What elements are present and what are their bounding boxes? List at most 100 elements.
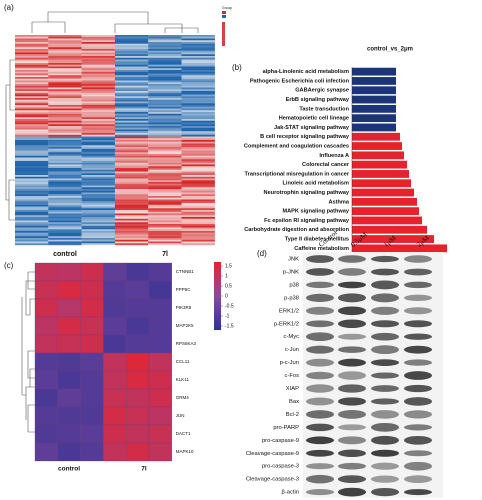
blot-band xyxy=(338,436,366,445)
blot-band xyxy=(306,489,334,496)
heatmap-cell xyxy=(114,50,149,53)
heatmap-cell xyxy=(15,173,49,176)
heatmap-cell xyxy=(114,84,149,86)
heatmap-cell xyxy=(181,91,215,93)
heatmap-cell xyxy=(114,131,149,134)
heatmap-cell xyxy=(81,147,115,149)
heatmap-cell xyxy=(81,229,115,232)
heatmap-cell xyxy=(114,141,149,144)
heatmap-cell xyxy=(81,231,115,233)
heatmap-cell xyxy=(181,182,215,184)
heatmap-cell xyxy=(181,129,215,132)
heatmap-cell xyxy=(181,85,215,88)
protein-label: Bax xyxy=(289,399,299,405)
blot-band xyxy=(371,372,399,379)
heatmap-cell xyxy=(126,370,150,390)
heatmap-cell xyxy=(15,84,49,86)
heatmap-cell xyxy=(114,115,149,118)
heatmap-cell xyxy=(181,40,215,43)
heatmap-cell xyxy=(181,211,215,214)
heatmap-cell xyxy=(148,36,182,39)
heatmap-cell xyxy=(48,194,82,197)
heatmap-cell xyxy=(48,68,82,71)
blot-band xyxy=(371,487,399,497)
heatmap-cell xyxy=(81,227,115,230)
gene-label: DACT1 xyxy=(176,431,191,436)
heatmap-cell xyxy=(181,190,215,193)
heatmap-cell xyxy=(81,133,115,135)
heatmap-cell xyxy=(114,40,149,43)
heatmap-cell xyxy=(81,140,115,142)
heatmap-cell xyxy=(48,38,82,41)
blot-band xyxy=(338,371,366,380)
blot-band xyxy=(404,281,432,289)
bar xyxy=(352,179,411,188)
heatmap-cell xyxy=(148,94,182,97)
gene-label: RPS6KA3 xyxy=(176,341,197,346)
heatmap-cell xyxy=(15,94,49,97)
heatmap-cell xyxy=(48,84,82,86)
heatmap-cell xyxy=(114,89,149,92)
heatmap-cell xyxy=(48,124,82,127)
heatmap-cell xyxy=(81,84,115,86)
heatmap-cell xyxy=(181,208,215,211)
heatmap-cell xyxy=(57,280,81,300)
heatmap-cell xyxy=(15,232,49,235)
heatmap-cell xyxy=(81,71,115,74)
heatmap-cell xyxy=(148,136,182,139)
heatmap-cell xyxy=(15,105,49,107)
heatmap-cell xyxy=(15,236,49,239)
heatmap-cell xyxy=(48,190,82,193)
heatmap-cell xyxy=(81,162,115,165)
heatmap-cell xyxy=(15,112,49,114)
tick-label: -1 xyxy=(225,313,230,319)
heatmap-cell xyxy=(148,334,172,354)
heatmap-cell xyxy=(81,196,115,198)
heatmap-cell xyxy=(15,213,49,216)
heatmap-cell xyxy=(148,183,182,186)
heatmap-cell xyxy=(48,64,82,67)
heatmap-cell xyxy=(15,87,49,90)
heatmap-cell xyxy=(181,168,215,170)
heatmap-cell xyxy=(34,298,58,318)
heatmap-cell xyxy=(48,161,82,163)
heatmap-cell xyxy=(81,91,115,93)
heatmap-cell xyxy=(48,201,82,204)
heatmap-cell xyxy=(181,108,215,111)
heatmap-cell xyxy=(114,147,149,149)
heatmap-cell xyxy=(181,126,215,128)
heatmap-cell xyxy=(81,115,115,118)
heatmap-cell xyxy=(15,143,49,146)
heatmap-cell xyxy=(114,49,149,51)
heatmap-cell xyxy=(81,175,115,177)
heatmap-cell xyxy=(114,199,149,202)
heatmap-cell xyxy=(181,63,215,65)
heatmap-cell xyxy=(48,70,82,72)
heatmap-cell xyxy=(126,406,150,426)
blot-band xyxy=(371,398,399,405)
heatmap-cell xyxy=(81,161,115,163)
group-label: control xyxy=(53,251,77,258)
heatmap-cell xyxy=(114,225,149,228)
heatmap-cell xyxy=(15,164,49,167)
heatmap-cell xyxy=(15,80,49,83)
heatmap-cell xyxy=(148,178,182,181)
heatmap-cell xyxy=(148,140,182,142)
blot-band xyxy=(371,449,399,457)
heatmap-cell xyxy=(181,154,215,156)
blot-band xyxy=(338,306,366,316)
protein-label: p-p38 xyxy=(284,295,299,301)
heatmap-cell xyxy=(48,155,82,158)
heatmap-cell xyxy=(103,352,127,372)
heatmap-cell xyxy=(15,178,49,181)
heatmap-cell xyxy=(48,85,82,88)
heatmap-cell xyxy=(15,101,49,104)
heatmap-cell xyxy=(148,99,182,102)
pathway-label: Transcriptional misregulation in cancer xyxy=(245,171,350,177)
heatmap-cell xyxy=(81,197,115,200)
heatmap-cell xyxy=(48,211,82,214)
heatmap-cell xyxy=(81,204,115,207)
heatmap-cell xyxy=(126,280,150,300)
heatmap-cell xyxy=(48,117,82,120)
heatmap-cell xyxy=(15,92,49,95)
